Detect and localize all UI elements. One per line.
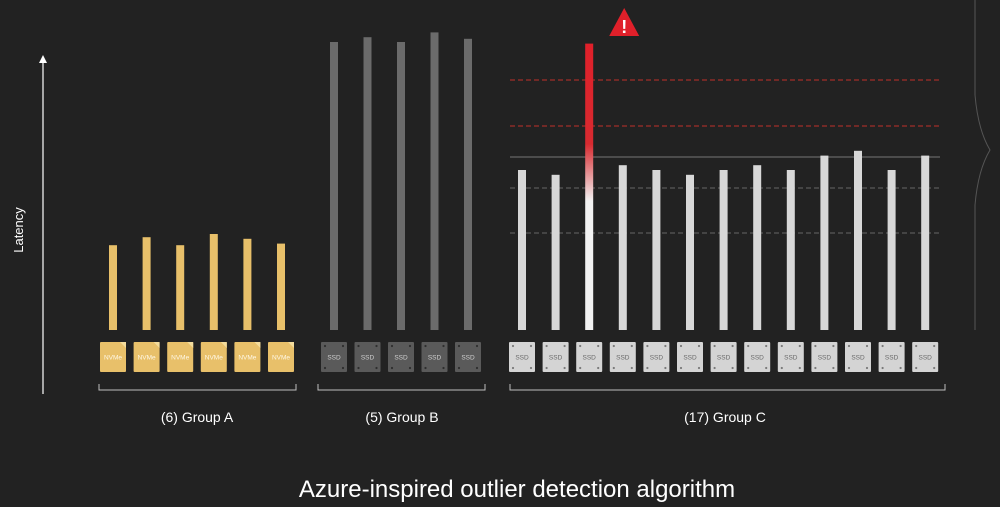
latency-bar bbox=[277, 243, 285, 330]
drive-tile-label: NVMe bbox=[138, 355, 156, 362]
latency-bar bbox=[397, 42, 405, 330]
drive-tile: SSD bbox=[744, 342, 771, 372]
svg-text:!: ! bbox=[621, 17, 627, 37]
threshold-lines bbox=[510, 79, 940, 234]
drive-tile: SSD bbox=[321, 342, 347, 372]
group-2: SSD SSD SSD! SSD SSD SSD SSD SSD SSD SSD SSD SSD SSD… bbox=[509, 8, 946, 425]
drive-tile: NVMe bbox=[167, 342, 194, 372]
latency-bar bbox=[142, 237, 151, 330]
drive-tile-label: SSD bbox=[919, 355, 933, 362]
drive-tile-label: SSD bbox=[616, 355, 630, 362]
latency-bar bbox=[921, 155, 930, 330]
latency-bar bbox=[652, 170, 661, 330]
group-0: NVMe NVMe NVMe NVMe NVMe NVMe (6) Group A bbox=[98, 234, 297, 425]
drive-tile: SSD bbox=[811, 342, 838, 372]
drive-tile: SSD bbox=[912, 342, 939, 372]
latency-bar bbox=[753, 165, 762, 330]
drive-tile: SSD bbox=[710, 342, 737, 372]
latency-bar bbox=[854, 150, 862, 330]
latency-bar bbox=[176, 245, 185, 330]
drive-tile-label: SSD bbox=[361, 355, 375, 362]
group-1: SSD SSD SSD SSD SSD (5) Group B bbox=[317, 32, 486, 425]
drive-tile-label: SSD bbox=[784, 355, 798, 362]
drive-tile-label: SSD bbox=[428, 355, 442, 362]
drive-tile: SSD bbox=[878, 342, 905, 372]
drive-tile-label: SSD bbox=[885, 355, 899, 362]
group-label: (6) Group A bbox=[161, 409, 234, 425]
group-bracket bbox=[509, 384, 946, 391]
drive-tile: SSD bbox=[509, 342, 535, 372]
drive-tile-label: SSD bbox=[461, 355, 475, 362]
latency-bar bbox=[109, 245, 117, 330]
latency-bar bbox=[618, 165, 627, 330]
latency-bar bbox=[551, 174, 560, 330]
drive-tile: SSD bbox=[542, 342, 569, 372]
drive-tile: SSD bbox=[354, 342, 381, 372]
latency-bar bbox=[719, 170, 728, 330]
drive-tile: SSD bbox=[609, 342, 636, 372]
drive-tile: SSD bbox=[421, 342, 448, 372]
drive-tile: SSD bbox=[455, 342, 481, 372]
drive-tile: SSD bbox=[845, 342, 871, 372]
drive-tile: NVMe bbox=[268, 342, 294, 372]
latency-bar bbox=[518, 170, 526, 330]
drive-tile-label: SSD bbox=[583, 355, 597, 362]
group-label: (17) Group C bbox=[684, 409, 766, 425]
drive-tile-label: SSD bbox=[394, 355, 408, 362]
group-bracket bbox=[317, 384, 486, 391]
drive-tile: SSD bbox=[643, 342, 670, 372]
drive-tile: NVMe bbox=[234, 342, 261, 372]
group-bracket bbox=[98, 384, 297, 391]
latency-bar bbox=[464, 38, 472, 331]
drive-tile-label: NVMe bbox=[104, 355, 122, 362]
caption: Azure-inspired outlier detection algorit… bbox=[299, 476, 735, 503]
latency-bar bbox=[209, 234, 218, 330]
latency-bar bbox=[887, 170, 896, 330]
drive-tile-label: NVMe bbox=[272, 355, 290, 362]
drive-tile: SSD bbox=[677, 342, 703, 372]
drive-tile-label: SSD bbox=[851, 355, 865, 362]
drive-tile-label: SSD bbox=[515, 355, 529, 362]
warning-triangle-icon: ! bbox=[609, 8, 640, 37]
latency-bar bbox=[430, 32, 439, 331]
drive-tile: SSD bbox=[388, 342, 414, 372]
y-axis-label: Latency bbox=[11, 207, 26, 253]
latency-bar bbox=[330, 42, 338, 330]
latency-bar bbox=[820, 155, 829, 330]
drive-tile: NVMe bbox=[100, 342, 126, 372]
drive-tile-label: SSD bbox=[683, 355, 697, 362]
drive-tile-label: NVMe bbox=[171, 355, 189, 362]
drive-tile: SSD bbox=[576, 342, 603, 372]
drive-tile-label: NVMe bbox=[205, 355, 223, 362]
drive-tile-label: SSD bbox=[327, 355, 341, 362]
drive-tile-label: SSD bbox=[717, 355, 731, 362]
drive-tile-label: SSD bbox=[751, 355, 765, 362]
drive-tile-label: NVMe bbox=[238, 355, 256, 362]
drive-tile: NVMe bbox=[200, 342, 227, 372]
drive-tile-label: SSD bbox=[818, 355, 832, 362]
latency-bar bbox=[686, 174, 694, 330]
latency-bar bbox=[363, 37, 372, 330]
y-axis-arrow-icon bbox=[39, 55, 47, 63]
right-edge-bracket bbox=[974, 0, 991, 330]
drive-tile-label: SSD bbox=[549, 355, 563, 362]
latency-bar bbox=[243, 238, 252, 330]
outlier-latency-bar bbox=[585, 43, 594, 330]
latency-bar bbox=[786, 170, 795, 330]
drive-tile-label: SSD bbox=[650, 355, 664, 362]
drive-tile: SSD bbox=[777, 342, 804, 372]
group-label: (5) Group B bbox=[365, 409, 438, 425]
drive-tile: NVMe bbox=[133, 342, 160, 372]
